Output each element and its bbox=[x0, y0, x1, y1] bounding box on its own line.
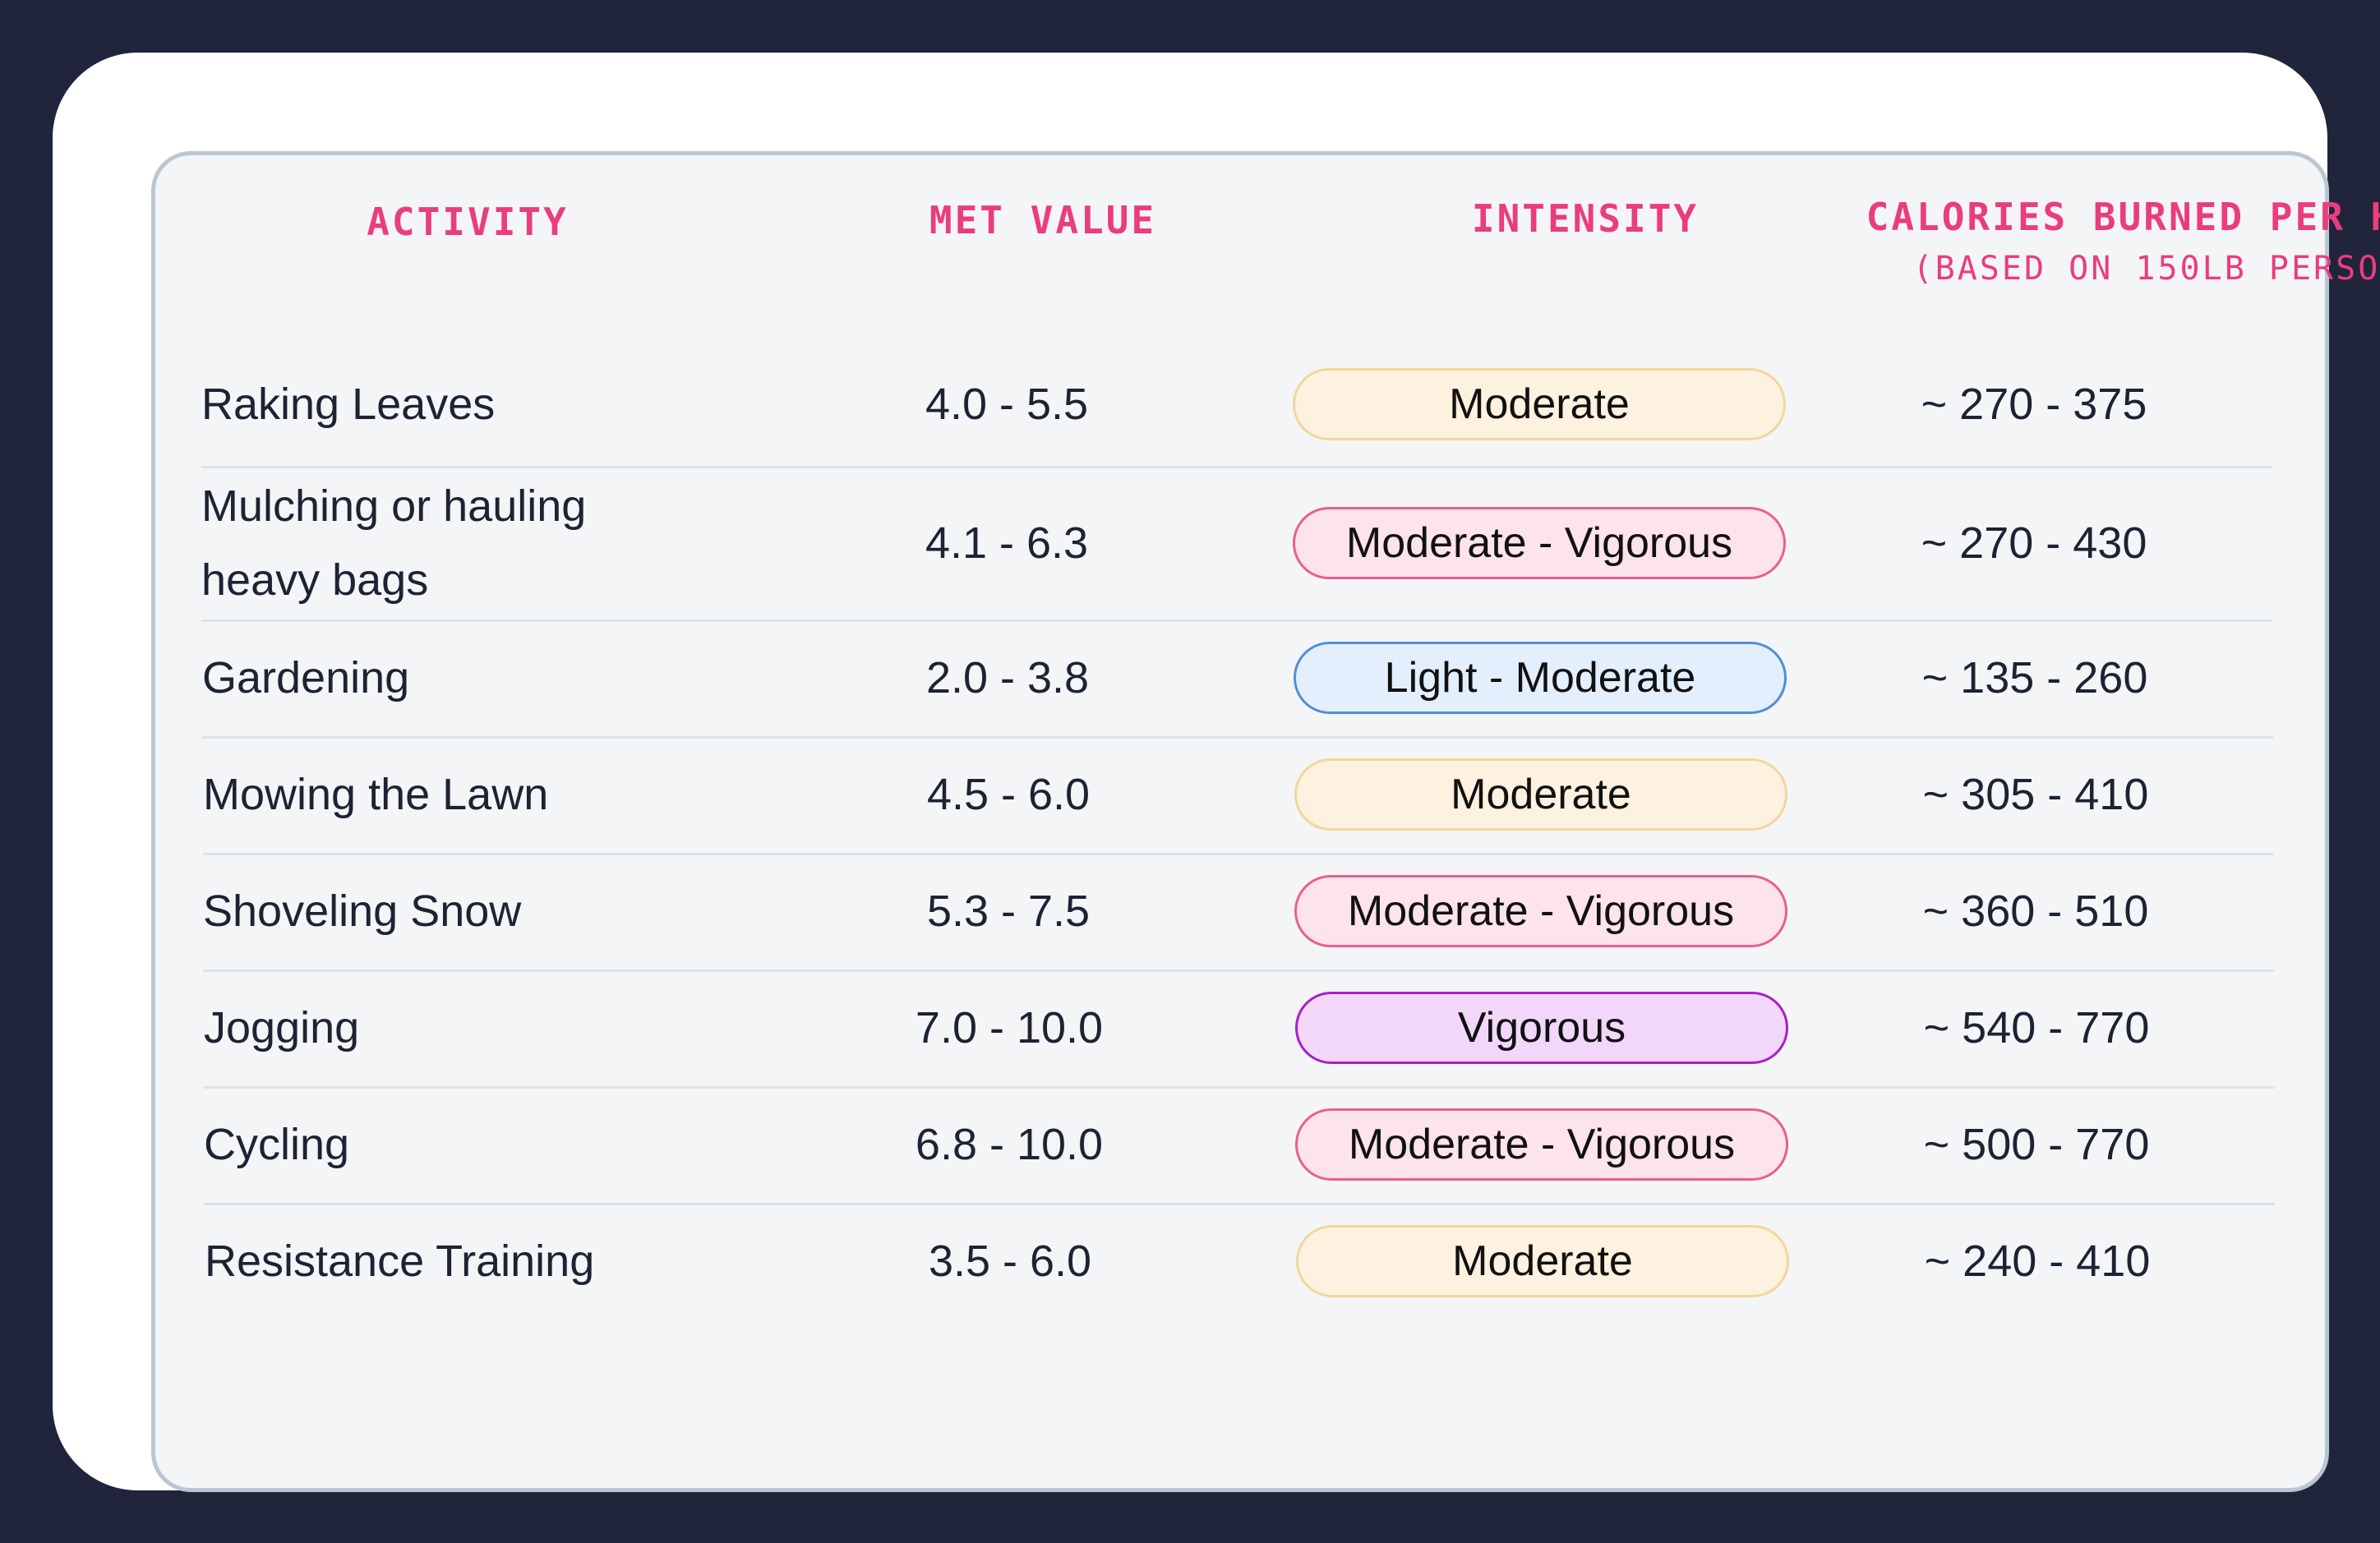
intensity-cell: Light - Moderate bbox=[1287, 620, 1793, 736]
table-row: Raking Leaves 4.0 - 5.5 Moderate ~ 270 - 37… bbox=[201, 343, 2272, 468]
header-calories: CALORIES BURNED PER HOUR (BASED ON 150LB… bbox=[1758, 185, 2380, 382]
activity-name: Gardening bbox=[202, 653, 410, 702]
calories-value: ~ 500 - 770 bbox=[1923, 1120, 2150, 1169]
calories-value: ~ 240 - 410 bbox=[1924, 1237, 2151, 1286]
met-value: 2.0 - 3.8 bbox=[925, 653, 1090, 702]
outer-frame: ACTIVITY MET VALUE INTENSITY CALORIES BU… bbox=[53, 53, 2380, 1492]
calories-value: ~ 270 - 430 bbox=[1921, 518, 2147, 568]
activity-name: Mulching or hauling heavy bags bbox=[201, 481, 587, 605]
calories-value: ~ 135 - 260 bbox=[1921, 653, 2148, 702]
met-value: 3.5 - 6.0 bbox=[928, 1237, 1092, 1286]
met-value: 6.8 - 10.0 bbox=[915, 1120, 1104, 1169]
activity-name: Cycling bbox=[204, 1120, 350, 1169]
intensity-cell: Moderate bbox=[1288, 736, 1794, 853]
intensity-cell: Moderate - Vigorous bbox=[1286, 466, 1792, 620]
intensity-cell: Moderate bbox=[1286, 343, 1792, 466]
intensity-cell: Moderate - Vigorous bbox=[1288, 853, 1794, 970]
intensity-badge: Moderate bbox=[1296, 1225, 1789, 1297]
intensity-cell: Vigorous bbox=[1289, 970, 1795, 1086]
intensity-badge: Vigorous bbox=[1295, 992, 1788, 1064]
intensity-badge: Light - Moderate bbox=[1294, 642, 1787, 714]
table-row: Jogging 7.0 - 10.0 Vigorous ~ 540 - 770 bbox=[204, 970, 2275, 1089]
table-row: Shoveling Snow 5.3 - 7.5 Moderate - Vigoro… bbox=[203, 853, 2274, 972]
table-row: Gardening 2.0 - 3.8 Light - Moderate ~ 135 … bbox=[202, 620, 2273, 739]
calories-value: ~ 360 - 510 bbox=[1922, 887, 2149, 936]
met-value: 7.0 - 10.0 bbox=[915, 1003, 1104, 1052]
calories-value: ~ 270 - 375 bbox=[1921, 380, 2147, 429]
intensity-badge: Moderate bbox=[1293, 368, 1786, 440]
met-value: 4.5 - 6.0 bbox=[926, 770, 1091, 819]
activity-name: Shoveling Snow bbox=[203, 887, 522, 936]
intensity-badge: Moderate - Vigorous bbox=[1295, 1108, 1788, 1181]
calories-value: ~ 305 - 410 bbox=[1922, 770, 2149, 819]
table-row: Cycling 6.8 - 10.0 Moderate - Vigorous ~ 50… bbox=[204, 1086, 2275, 1205]
calories-value: ~ 540 - 770 bbox=[1923, 1003, 2150, 1052]
intensity-cell: Moderate bbox=[1289, 1203, 1796, 1320]
met-value: 4.0 - 5.5 bbox=[925, 380, 1089, 429]
met-value: 4.1 - 6.3 bbox=[925, 518, 1089, 568]
intensity-badge: Moderate - Vigorous bbox=[1294, 875, 1787, 947]
header-calories-title: CALORIES BURNED PER HOUR bbox=[1866, 195, 2380, 239]
table-row: Mowing the Lawn 4.5 - 6.0 Moderate ~ 305 - … bbox=[203, 736, 2274, 855]
activity-table: ACTIVITY MET VALUE INTENSITY CALORIES BU… bbox=[151, 151, 2380, 1492]
activity-name: Mowing the Lawn bbox=[203, 770, 549, 819]
table-row: Resistance Training 3.5 - 6.0 Moderate ~ 24… bbox=[205, 1203, 2276, 1320]
met-value: 5.3 - 7.5 bbox=[926, 887, 1091, 936]
activity-name: Resistance Training bbox=[205, 1237, 595, 1286]
intensity-cell: Moderate - Vigorous bbox=[1289, 1086, 1795, 1203]
intensity-badge: Moderate bbox=[1294, 758, 1787, 831]
header-met-value: MET VALUE bbox=[929, 198, 1157, 242]
activity-name: Raking Leaves bbox=[201, 380, 496, 429]
intensity-badge: Moderate - Vigorous bbox=[1293, 506, 1786, 579]
activity-name: Jogging bbox=[204, 1003, 360, 1052]
table-row: Mulching or hauling heavy bags 4.1 - 6.3 M… bbox=[201, 466, 2272, 622]
header-calories-note: (BASED ON 150LB PERSON) bbox=[1912, 250, 2380, 288]
header-intensity: INTENSITY bbox=[1471, 196, 1700, 241]
header-activity: ACTIVITY bbox=[367, 200, 569, 244]
